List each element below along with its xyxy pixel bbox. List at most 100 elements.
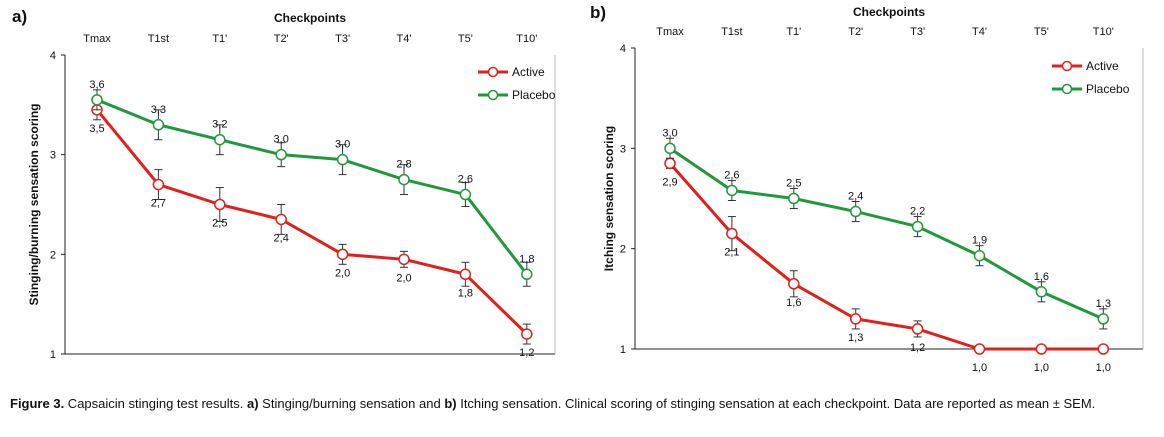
active-data-point	[275, 213, 287, 226]
placebo-data-point	[336, 153, 349, 166]
placebo-data-label: 2,4	[848, 191, 863, 203]
y-axis-label: Itching sensation scoring	[602, 126, 616, 271]
active-data-label: 1,0	[972, 362, 987, 374]
placebo-series-line	[96, 98, 528, 276]
placebo-data-point	[726, 184, 738, 197]
category-tick-label: T1st	[721, 26, 742, 38]
panel-letter: b)	[590, 3, 606, 22]
y-axis-label: Stinging/burning sensation scoring	[27, 103, 41, 305]
active-data-point	[459, 268, 472, 281]
placebo-data-label: 2,6	[458, 174, 473, 186]
caption-a-label: a)	[247, 396, 259, 411]
active-data-label: 1,2	[910, 342, 925, 354]
legend-active-marker	[487, 66, 499, 78]
y-tick-label: 3	[50, 150, 56, 162]
placebo-data-point	[664, 142, 676, 155]
placebo-data-label: 3,0	[335, 139, 350, 151]
active-data-point	[336, 248, 349, 261]
placebo-data-point	[459, 188, 472, 201]
active-data-point	[398, 253, 410, 266]
category-tick-label: T4'	[397, 33, 412, 45]
panel-b-chart: b) Checkpoints 1 2 3 4 Itching sensation scori…	[590, 3, 1144, 374]
figure-caption: Figure 3. Capsaicin stinging test result…	[10, 395, 1158, 412]
active-data-label: 2,4	[274, 232, 289, 244]
active-data-label: 1,0	[1096, 362, 1111, 374]
placebo-data-label: 1,6	[1034, 271, 1049, 283]
panel-letter: a)	[12, 7, 27, 26]
category-tick-label: T4'	[972, 26, 987, 38]
category-tick-label: T10'	[1093, 26, 1114, 38]
active-data-label: 2,1	[724, 247, 739, 259]
caption-b-label: b)	[444, 396, 457, 411]
placebo-data-label: 3,6	[89, 79, 104, 91]
placebo-data-point	[1035, 286, 1048, 298]
category-tick-label: T1'	[212, 33, 227, 45]
caption-text-1: Capsaicin stinging test results.	[64, 396, 247, 411]
active-data-point	[214, 198, 226, 211]
placebo-data-label: 2,5	[786, 178, 801, 190]
placebo-data-point	[1097, 313, 1110, 325]
legend-placebo-label: Placebo	[1086, 82, 1130, 96]
placebo-data-label: 1,3	[1096, 298, 1111, 310]
active-data-label: 2,0	[335, 267, 350, 279]
y-tick-label: 1	[620, 344, 626, 356]
placebo-series-line	[669, 147, 1104, 321]
category-tick-label: T2'	[274, 33, 289, 45]
category-tick-label: T2'	[848, 26, 863, 38]
placebo-data-point	[152, 119, 165, 131]
active-data-point	[664, 157, 676, 170]
y-tick-label: 4	[50, 50, 56, 62]
active-data-point	[1035, 343, 1048, 355]
y-tick-label: 1	[50, 349, 56, 361]
active-data-label: 1,2	[519, 347, 534, 359]
active-data-point	[973, 343, 986, 355]
category-tick-label: Tmax	[656, 26, 684, 38]
placebo-data-point	[214, 133, 226, 146]
active-data-label: 2,0	[396, 272, 411, 284]
placebo-data-point	[849, 205, 862, 218]
panel-a-chart: a) Checkpoints 1 2 3 4 Stinging/burning sensat…	[12, 7, 556, 361]
category-tick-label: T3'	[910, 26, 925, 38]
placebo-data-label: 2,6	[724, 169, 739, 181]
active-data-point	[152, 178, 165, 191]
active-data-point	[911, 323, 924, 335]
active-data-label: 2,9	[662, 176, 677, 188]
category-tick-label: T1'	[786, 26, 801, 38]
y-tick-label: 4	[620, 43, 626, 55]
placebo-data-label: 2,2	[910, 206, 925, 218]
placebo-data-label: 3,3	[151, 104, 166, 116]
active-data-label: 2,7	[151, 198, 166, 210]
placebo-data-point	[521, 268, 533, 281]
legend-placebo-marker	[487, 89, 499, 101]
active-data-point	[521, 328, 533, 340]
active-series-line	[668, 162, 1104, 351]
category-tick-label: T1st	[148, 33, 169, 45]
caption-text-2: Stinging/burning sensation and	[258, 396, 445, 411]
active-data-label: 1,8	[458, 287, 473, 299]
category-tick-label: T5'	[458, 33, 473, 45]
placebo-data-point	[398, 173, 410, 186]
active-data-label: 2,5	[212, 218, 227, 230]
top-axis-title: Checkpoints	[274, 11, 346, 25]
y-tick-label: 2	[620, 244, 626, 256]
y-tick-label: 2	[50, 249, 56, 261]
placebo-data-label: 2,8	[396, 159, 411, 171]
active-data-point	[1097, 343, 1110, 355]
category-tick-label: Tmax	[83, 33, 111, 45]
placebo-data-label: 3,2	[212, 119, 227, 131]
legend-active-marker	[1061, 60, 1073, 72]
legend-active-label: Active	[1086, 59, 1119, 73]
top-axis-title: Checkpoints	[853, 5, 925, 19]
active-data-label: 1,0	[1034, 362, 1049, 374]
placebo-data-label: 3,0	[274, 134, 289, 146]
caption-figure-label: Figure 3.	[10, 396, 65, 411]
caption-text-3: Itching sensation. Clinical scoring of s…	[456, 396, 1096, 411]
active-series-line	[95, 108, 528, 336]
category-tick-label: T5'	[1034, 26, 1049, 38]
legend-active-label: Active	[512, 65, 545, 79]
active-data-label: 3,5	[89, 123, 104, 135]
legend-placebo-marker	[1061, 83, 1073, 95]
active-data-point	[849, 313, 862, 325]
category-tick-label: T10'	[516, 33, 537, 45]
